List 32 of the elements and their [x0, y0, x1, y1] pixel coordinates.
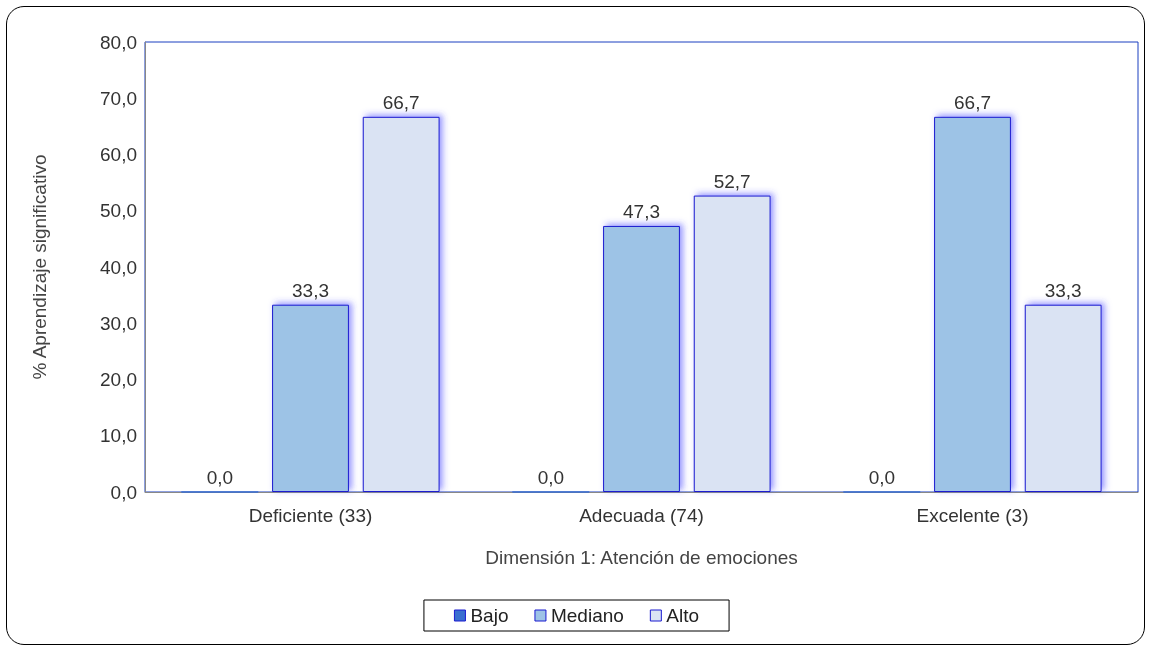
data-label: 66,7	[382, 91, 420, 113]
data-label: 33,3	[292, 279, 329, 301]
data-label: 0,0	[537, 466, 565, 488]
x-axis-title: Dimensión 1: Atención de emociones	[485, 547, 798, 568]
bar	[1024, 304, 1102, 492]
legend-label: Alto	[666, 605, 700, 626]
data-label: 0,0	[206, 466, 234, 488]
y-tick-label: 40,0	[100, 256, 137, 278]
y-tick-label: 80,0	[100, 31, 137, 53]
x-tick-label: Deficiente (33)	[248, 505, 373, 526]
x-tick-label: Adecuada (74)	[579, 505, 704, 526]
y-tick-label: 30,0	[100, 312, 137, 334]
y-tick-label: 70,0	[100, 87, 137, 109]
y-tick-label: 0,0	[110, 481, 137, 503]
data-label: 47,3	[623, 200, 660, 222]
data-label: 0,0	[868, 466, 896, 488]
data-label: 33,3	[1044, 279, 1082, 301]
legend-label: Bajo	[470, 605, 509, 626]
y-axis-title: % Aprendizaje significativo	[29, 154, 50, 380]
y-tick-label: 60,0	[100, 144, 137, 165]
bar	[934, 116, 1011, 492]
data-label: 52,7	[713, 170, 751, 192]
bar	[362, 116, 440, 492]
bar	[603, 225, 680, 492]
y-tick-label: 50,0	[100, 200, 137, 222]
x-tick-label: Excelente (3)	[916, 505, 1029, 526]
y-tick-label: 10,0	[100, 425, 137, 447]
legend-label: Mediano	[550, 605, 624, 626]
bar	[693, 195, 771, 492]
data-label: 66,7	[954, 91, 991, 113]
y-tick-label: 20,0	[100, 369, 137, 390]
bar	[272, 304, 349, 492]
